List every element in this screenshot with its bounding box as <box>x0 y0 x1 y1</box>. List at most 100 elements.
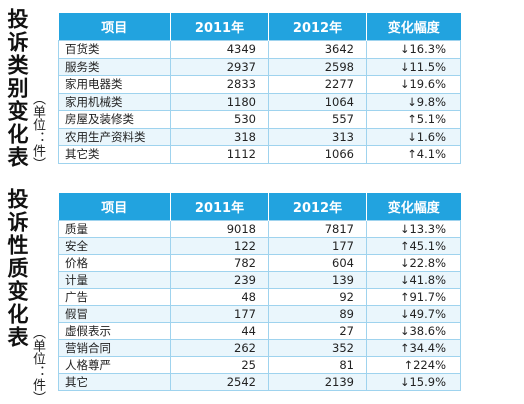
header-2011: 2011年 <box>170 193 269 221</box>
row-2011: 4349 <box>170 40 269 59</box>
row-change: ↓13.3% <box>366 220 461 238</box>
row-2011: 1112 <box>170 145 269 164</box>
row-item: 价格 <box>58 254 171 272</box>
row-change: ↑5.1% <box>366 110 461 129</box>
table-row: 百货类 4349 3642 ↓16.3% <box>58 40 461 59</box>
table-row: 家用电器类 2833 2277 ↓19.6% <box>58 75 461 94</box>
table-row: 价格 782 604 ↓22.8% <box>58 254 461 272</box>
row-item: 计量 <box>58 271 171 289</box>
table-row: 农用生产资料类 318 313 ↓1.6% <box>58 127 461 146</box>
row-2012: 604 <box>268 254 367 272</box>
row-2012: 557 <box>268 110 367 129</box>
row-2011: 318 <box>170 127 269 146</box>
row-item: 其它 <box>58 373 171 391</box>
table-row: 虚假表示 44 27 ↓38.6% <box>58 322 461 340</box>
row-item: 其它类 <box>58 145 171 164</box>
row-2011: 782 <box>170 254 269 272</box>
row-2011: 44 <box>170 322 269 340</box>
nature-table: 项目 2011年 2012年 变化幅度 质量 9018 7817 ↓13.3% … <box>58 193 461 391</box>
row-item: 质量 <box>58 220 171 238</box>
header-item: 项目 <box>58 193 171 221</box>
row-2012: 92 <box>268 288 367 306</box>
table-row: 房屋及装修类 530 557 ↑5.1% <box>58 110 461 129</box>
row-item: 服务类 <box>58 57 171 76</box>
row-2012: 2139 <box>268 373 367 391</box>
row-2012: 89 <box>268 305 367 323</box>
row-item: 虚假表示 <box>58 322 171 340</box>
row-item: 营销合同 <box>58 339 171 357</box>
row-2011: 1180 <box>170 92 269 111</box>
table-header-row: 项目 2011年 2012年 变化幅度 <box>58 13 461 41</box>
row-2012: 352 <box>268 339 367 357</box>
row-2012: 2277 <box>268 75 367 94</box>
row-2012: 1064 <box>268 92 367 111</box>
row-change: ↑4.1% <box>366 145 461 164</box>
row-2012: 81 <box>268 356 367 374</box>
row-2012: 139 <box>268 271 367 289</box>
header-change: 变化幅度 <box>366 13 461 41</box>
row-2011: 25 <box>170 356 269 374</box>
table-row: 假冒 177 89 ↓49.7% <box>58 305 461 323</box>
row-item: 房屋及装修类 <box>58 110 171 129</box>
row-change: ↓38.6% <box>366 322 461 340</box>
row-2011: 2542 <box>170 373 269 391</box>
header-2012: 2012年 <box>268 193 367 221</box>
row-change: ↓9.8% <box>366 92 461 111</box>
row-change: ↓19.6% <box>366 75 461 94</box>
row-2012: 27 <box>268 322 367 340</box>
row-2012: 313 <box>268 127 367 146</box>
table-row: 质量 9018 7817 ↓13.3% <box>58 220 461 238</box>
row-2011: 177 <box>170 305 269 323</box>
row-2012: 1066 <box>268 145 367 164</box>
table-header-row: 项目 2011年 2012年 变化幅度 <box>58 193 461 221</box>
row-2012: 2598 <box>268 57 367 76</box>
header-change: 变化幅度 <box>366 193 461 221</box>
row-change: ↓15.9% <box>366 373 461 391</box>
table-row: 服务类 2937 2598 ↓11.5% <box>58 57 461 76</box>
header-2011: 2011年 <box>170 13 269 41</box>
row-change: ↓16.3% <box>366 40 461 59</box>
table-row: 计量 239 139 ↓41.8% <box>58 271 461 289</box>
row-change: ↑91.7% <box>366 288 461 306</box>
table-row: 家用机械类 1180 1064 ↓9.8% <box>58 92 461 111</box>
row-change: ↓41.8% <box>366 271 461 289</box>
row-2011: 262 <box>170 339 269 357</box>
row-item: 广告 <box>58 288 171 306</box>
row-2011: 122 <box>170 237 269 255</box>
nature-table-title: 投诉性质变化表 <box>5 188 29 349</box>
table-row: 其它 2542 2139 ↓15.9% <box>58 373 461 391</box>
row-2011: 48 <box>170 288 269 306</box>
row-2011: 2937 <box>170 57 269 76</box>
row-change: ↑224% <box>366 356 461 374</box>
row-2011: 530 <box>170 110 269 129</box>
row-item: 家用电器类 <box>58 75 171 94</box>
row-item: 农用生产资料类 <box>58 127 171 146</box>
category-table-unit: （单位：件） <box>30 92 45 170</box>
nature-table-unit: （单位：件） <box>30 326 45 404</box>
row-2012: 3642 <box>268 40 367 59</box>
table-row: 营销合同 262 352 ↑34.4% <box>58 339 461 357</box>
row-2012: 7817 <box>268 220 367 238</box>
table-row: 人格尊严 25 81 ↑224% <box>58 356 461 374</box>
category-table-title: 投诉类别变化表 <box>5 8 29 169</box>
row-change: ↓22.8% <box>366 254 461 272</box>
row-2012: 177 <box>268 237 367 255</box>
row-2011: 239 <box>170 271 269 289</box>
row-change: ↑45.1% <box>366 237 461 255</box>
row-item: 假冒 <box>58 305 171 323</box>
row-item: 百货类 <box>58 40 171 59</box>
table-row: 广告 48 92 ↑91.7% <box>58 288 461 306</box>
row-item: 家用机械类 <box>58 92 171 111</box>
row-item: 人格尊严 <box>58 356 171 374</box>
header-item: 项目 <box>58 13 171 41</box>
category-table: 项目 2011年 2012年 变化幅度 百货类 4349 3642 ↓16.3%… <box>58 13 461 164</box>
row-2011: 9018 <box>170 220 269 238</box>
table-row: 其它类 1112 1066 ↑4.1% <box>58 145 461 164</box>
header-2012: 2012年 <box>268 13 367 41</box>
table-row: 安全 122 177 ↑45.1% <box>58 237 461 255</box>
row-change: ↓49.7% <box>366 305 461 323</box>
row-2011: 2833 <box>170 75 269 94</box>
row-change: ↑34.4% <box>366 339 461 357</box>
row-change: ↓11.5% <box>366 57 461 76</box>
row-item: 安全 <box>58 237 171 255</box>
